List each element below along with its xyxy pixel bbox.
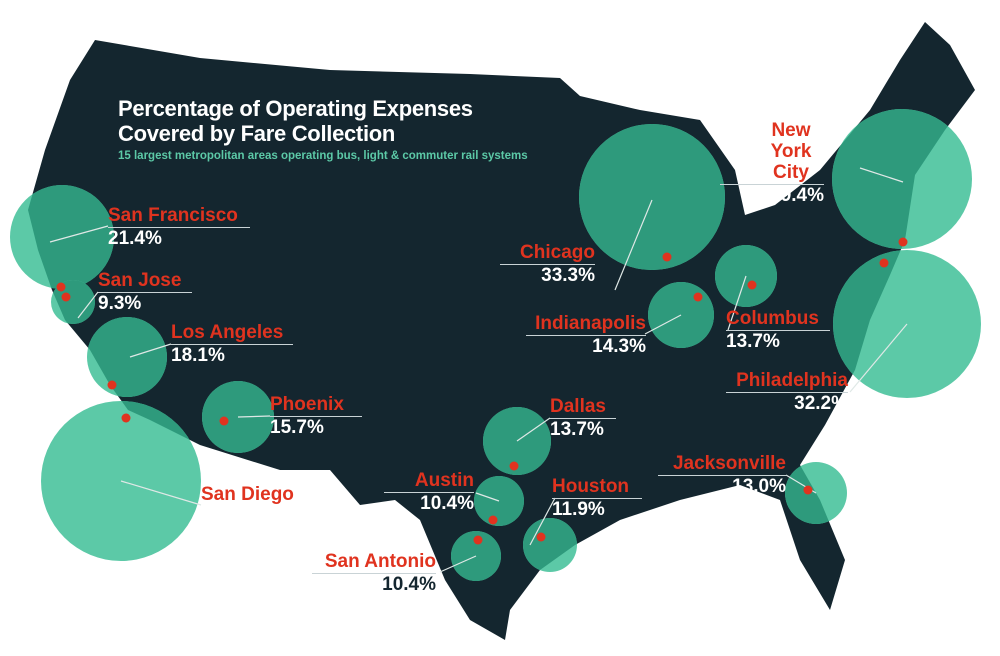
- label-houston: Houston 11.9%: [552, 476, 642, 520]
- city-name: San Antonio: [312, 551, 436, 574]
- city-dot-san-jose: [61, 292, 71, 302]
- city-value: 13.0%: [732, 476, 786, 497]
- leader-line-dallas: [516, 417, 551, 442]
- city-name: Dallas: [550, 396, 616, 419]
- city-dot-jacksonville: [803, 485, 813, 495]
- leader-line-san-antonio: [439, 555, 477, 573]
- city-name: Phoenix: [270, 394, 362, 417]
- label-phoenix: Phoenix 15.7%: [270, 394, 362, 438]
- city-name: Houston: [552, 476, 642, 499]
- city-name: San Francisco: [108, 205, 250, 228]
- leader-line-san-diego: [120, 480, 202, 506]
- leader-line-san-jose: [77, 291, 99, 319]
- label-philadelphia: Philadelphia 32.2%: [726, 370, 848, 414]
- city-dot-phoenix: [219, 416, 229, 426]
- city-value: 14.3%: [592, 336, 646, 357]
- map-title: Percentage of Operating Expenses Covered…: [118, 96, 473, 146]
- city-value: 10.4%: [420, 493, 474, 514]
- city-name: Philadelphia: [726, 370, 848, 393]
- leader-line-san-francisco: [49, 225, 109, 243]
- city-dot-dallas: [509, 461, 519, 471]
- city-value: 29.4%: [720, 184, 824, 206]
- city-value: 32.2%: [794, 393, 848, 414]
- city-name: Chicago: [500, 242, 595, 265]
- city-value: 11.9%: [552, 499, 605, 520]
- leader-line-chicago: [614, 199, 653, 291]
- us-landmass: [28, 22, 975, 640]
- city-name: San Diego: [201, 484, 294, 505]
- city-dot-los-angeles: [107, 380, 117, 390]
- city-name: Los Angeles: [171, 322, 293, 345]
- city-value: 33.3%: [541, 265, 595, 286]
- city-value: 9.3%: [98, 293, 142, 314]
- value-circle-overlap-chicago: [579, 124, 725, 270]
- leader-line-houston: [529, 497, 556, 546]
- city-dot-houston: [536, 532, 546, 542]
- leader-line-columbus: [727, 275, 747, 331]
- label-san-diego: San Diego 34.7%: [201, 484, 311, 527]
- city-dot-indianapolis: [693, 292, 703, 302]
- city-dot-new-york-city: [898, 237, 908, 247]
- city-dot-san-diego: [121, 413, 131, 423]
- city-name: Jacksonville: [658, 453, 786, 476]
- label-san-antonio: San Antonio 10.4%: [312, 551, 436, 595]
- map-subtitle: 15 largest metropolitan areas operating …: [118, 150, 528, 162]
- city-value: 13.7%: [550, 419, 604, 440]
- label-san-francisco: San Francisco 21.4%: [108, 205, 250, 249]
- city-value: 18.1%: [171, 345, 225, 366]
- leader-line-los-angeles: [129, 343, 172, 358]
- title-line-1: Percentage of Operating Expenses: [118, 96, 473, 121]
- label-indianapolis: Indianapolis 14.3%: [526, 313, 646, 357]
- label-dallas: Dallas 13.7%: [550, 396, 616, 440]
- label-san-jose: San Jose 9.3%: [98, 270, 192, 314]
- city-value: 13.7%: [726, 331, 780, 352]
- label-austin: Austin 10.4%: [384, 470, 474, 514]
- leader-line-phoenix: [237, 415, 271, 418]
- city-dot-austin: [488, 515, 498, 525]
- city-dot-columbus: [747, 280, 757, 290]
- city-value: 10.4%: [382, 574, 436, 595]
- label-jacksonville: Jacksonville 13.0%: [658, 453, 786, 497]
- city-name: Indianapolis: [526, 313, 646, 336]
- leader-line-austin: [475, 492, 500, 502]
- city-dot-san-antonio: [473, 535, 483, 545]
- value-circle-overlap-los-angeles: [87, 317, 167, 397]
- city-dot-san-francisco: [56, 282, 66, 292]
- city-dot-chicago: [662, 252, 672, 262]
- city-dot-philadelphia: [879, 258, 889, 268]
- label-columbus: Columbus 13.7%: [726, 308, 830, 352]
- city-name: Austin: [384, 470, 474, 493]
- city-name: New York City: [770, 120, 812, 183]
- city-name: Columbus: [726, 308, 830, 331]
- title-line-2: Covered by Fare Collection: [118, 121, 396, 146]
- city-name: San Jose: [98, 270, 192, 293]
- leader-line-philadelphia: [849, 323, 908, 393]
- label-los-angeles: Los Angeles 18.1%: [171, 322, 293, 366]
- city-value: 34.7%: [201, 506, 255, 527]
- leader-line-new-york-city: [859, 167, 904, 183]
- label-new-york-city: New York City 29.4%: [720, 120, 824, 206]
- leader-line-indianapolis: [644, 314, 682, 335]
- city-value: 15.7%: [270, 417, 324, 438]
- city-value: 21.4%: [108, 228, 162, 249]
- label-chicago: Chicago 33.3%: [500, 242, 595, 286]
